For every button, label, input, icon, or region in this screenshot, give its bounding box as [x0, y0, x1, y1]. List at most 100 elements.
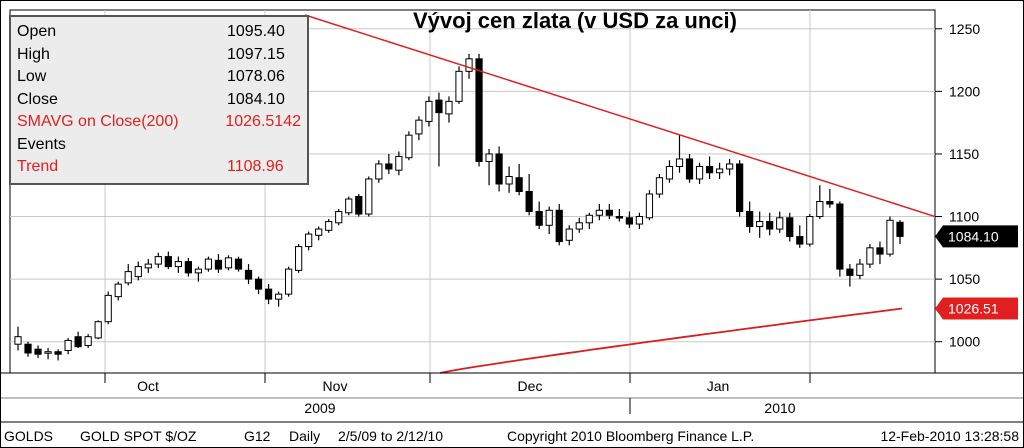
legend-value: 1026.5142	[225, 113, 301, 130]
candle-body	[816, 201, 824, 218]
candle-body	[475, 58, 483, 162]
candle-body	[756, 221, 764, 228]
candle-body	[786, 217, 794, 238]
ohlc-legend-panel: Open 1095.40 High 1097.15 Low 1078.06 Cl…	[9, 15, 309, 185]
x-tick-label: Nov	[323, 378, 348, 394]
candle-body	[615, 216, 623, 219]
footer-ticker: GOLDS	[4, 428, 53, 444]
candle-body	[876, 247, 884, 255]
year-label-2009: 2009	[304, 400, 335, 416]
y-tick-label: 1250	[949, 21, 980, 37]
candle-body	[465, 58, 473, 72]
candle-body	[675, 158, 684, 167]
x-tick-label: Oct	[137, 378, 159, 394]
candle-body	[605, 209, 613, 216]
candle-body	[535, 211, 543, 226]
candle-body	[435, 99, 443, 114]
legend-label: Close	[17, 90, 58, 108]
candle-body	[726, 163, 734, 170]
legend-value: 1084.10	[227, 90, 285, 108]
candle-body	[144, 263, 152, 269]
footer-timestamp: 12-Feb-2010 13:28:58	[880, 428, 1019, 444]
candle-body	[796, 236, 804, 245]
candle-body	[355, 196, 363, 215]
candle-body	[565, 228, 573, 241]
candle-body	[575, 222, 583, 230]
legend-value: 1095.40	[227, 23, 285, 40]
candle-body	[74, 336, 82, 348]
footer-date-range: 2/5/09 to 2/12/10	[338, 428, 443, 444]
footer-instrument-name: GOLD SPOT $/OZ	[80, 428, 197, 444]
candle-body	[455, 70, 463, 102]
candle-body	[415, 119, 423, 135]
y-tick-label: 1050	[949, 271, 980, 287]
candle-body	[224, 257, 233, 269]
footer-period: Daily	[289, 428, 320, 444]
candle-body	[84, 336, 92, 346]
candle-body	[244, 269, 253, 280]
candle-body	[635, 216, 644, 225]
candle-body	[495, 153, 503, 185]
trend-line	[304, 14, 936, 218]
candle-body	[555, 209, 563, 243]
candle-body	[685, 158, 694, 180]
candle-body	[124, 271, 132, 284]
candle-body	[94, 321, 102, 339]
candle-body	[736, 163, 744, 213]
candle-body	[164, 256, 172, 268]
candle-body	[194, 268, 203, 274]
candle-body	[44, 351, 52, 354]
legend-row-trend: Trend 1108.96	[17, 156, 301, 179]
candle-body	[325, 221, 333, 231]
candle-body	[254, 278, 263, 290]
candle-body	[705, 165, 714, 174]
legend-value: 1108.96	[227, 158, 284, 175]
candle-body	[445, 100, 453, 115]
legend-label: SMAVG on Close(200)	[17, 113, 179, 130]
candle-body	[806, 216, 814, 245]
candle-body	[154, 256, 162, 265]
legend-label: High	[17, 45, 50, 63]
candle-body	[595, 209, 603, 216]
y-tick-label: 1200	[949, 83, 980, 99]
candle-body	[295, 246, 303, 271]
candle-body	[715, 168, 724, 174]
candle-body	[866, 247, 874, 265]
footer-code: G12	[244, 428, 271, 444]
candle-body	[766, 221, 774, 230]
candle-body	[405, 134, 413, 159]
candle-body	[285, 268, 293, 295]
sma-price-label: 1026.51	[948, 301, 999, 317]
candle-body	[485, 153, 493, 162]
legend-row-high: High 1097.15	[17, 44, 301, 67]
candle-body	[214, 259, 223, 270]
candle-body	[846, 268, 854, 276]
candle-body	[365, 178, 373, 215]
candle-body	[776, 217, 784, 230]
legend-row-low: Low 1078.06	[17, 66, 301, 89]
candle-body	[375, 163, 383, 180]
year-label-2010: 2010	[764, 400, 795, 416]
candle-body	[234, 258, 243, 270]
sma-line	[439, 307, 903, 374]
chart-title: Vývoj cen zlata (v USD za unci)	[413, 8, 737, 33]
close-price-tag	[935, 225, 1018, 248]
candle-body	[665, 165, 674, 180]
candle-body	[836, 203, 844, 270]
candle-body	[515, 177, 523, 192]
candle-body	[345, 198, 353, 214]
legend-label: Low	[17, 68, 47, 85]
candle-body	[385, 163, 393, 170]
candle-body	[505, 175, 513, 185]
legend-label: Open	[17, 23, 57, 40]
candle-body	[645, 193, 654, 219]
candle-body	[134, 266, 142, 278]
candle-body	[114, 283, 122, 298]
close-price-label: 1084.10	[948, 228, 999, 244]
candle-body	[54, 351, 62, 355]
candle-body	[204, 258, 213, 270]
candle-body	[24, 343, 32, 354]
candle-body	[625, 217, 633, 225]
